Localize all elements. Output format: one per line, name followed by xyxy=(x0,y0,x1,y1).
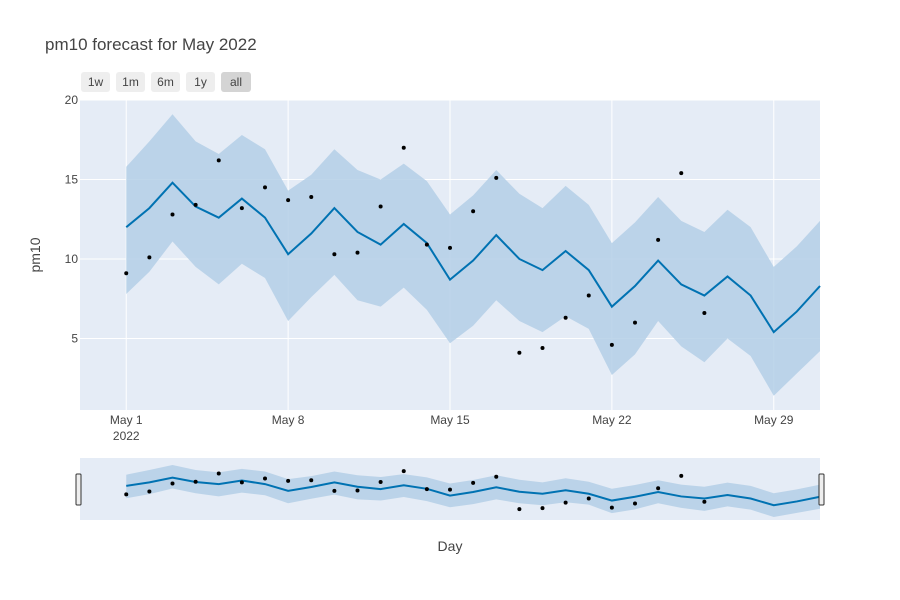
observed-point xyxy=(263,476,267,481)
x-tick-label: May 8 xyxy=(272,413,305,427)
observed-point xyxy=(286,198,291,203)
observed-point xyxy=(517,507,522,512)
x-axis-ticks: May 1 2022 May 8 May 15 May 22 May 29 xyxy=(110,413,794,443)
observed-point xyxy=(355,488,360,493)
x-tick-label: May 29 xyxy=(754,413,794,427)
observed-point xyxy=(193,479,198,484)
observed-point xyxy=(679,473,684,478)
observed-point xyxy=(494,175,499,180)
observed-point xyxy=(702,311,707,316)
slider-confidence-band xyxy=(126,465,820,517)
range-button-1y[interactable]: 1y xyxy=(186,72,215,92)
observed-point xyxy=(124,492,129,497)
range-button-label: 1m xyxy=(122,75,139,89)
observed-point xyxy=(170,481,175,486)
observed-point xyxy=(609,505,614,510)
range-button-all[interactable]: all xyxy=(221,72,251,92)
range-button-label: 1w xyxy=(88,75,104,89)
observed-point xyxy=(216,471,221,476)
range-slider-handles[interactable] xyxy=(75,458,825,520)
observed-point xyxy=(702,499,707,504)
y-tick-label: 10 xyxy=(65,252,79,266)
range-button-bg xyxy=(81,72,110,92)
x-tick-sublabel: 2022 xyxy=(113,429,140,443)
observed-point xyxy=(239,206,244,211)
range-button-bg xyxy=(116,72,145,92)
observed-point xyxy=(563,315,568,320)
observed-point xyxy=(216,158,221,163)
observed-point xyxy=(609,342,614,347)
observed-point xyxy=(679,171,684,176)
y-tick-label: 20 xyxy=(65,93,79,107)
observed-point xyxy=(540,346,545,350)
observed-point xyxy=(424,487,429,492)
observed-point xyxy=(332,488,337,493)
range-slider-series xyxy=(124,465,821,517)
observed-point xyxy=(540,506,545,511)
x-tick-label: May 22 xyxy=(592,413,632,427)
observed-point xyxy=(401,469,406,474)
range-slider-right-handle[interactable] xyxy=(818,458,825,520)
confidence-band xyxy=(126,114,820,396)
range-button-label: all xyxy=(230,75,242,89)
observed-point xyxy=(656,237,661,242)
observed-point xyxy=(586,496,591,501)
observed-point xyxy=(147,489,152,494)
y-axis-ticks: 5 10 15 20 xyxy=(65,93,79,345)
observed-point xyxy=(378,480,383,485)
chart-title: pm10 forecast for May 2022 xyxy=(45,35,257,54)
x-tick-label: May 1 xyxy=(110,413,143,427)
range-button-6m[interactable]: 6m xyxy=(151,72,180,92)
observed-point xyxy=(170,212,175,217)
observed-point xyxy=(656,486,661,491)
forecast-line xyxy=(125,181,821,334)
range-selector: 1w 1m 6m 1y all xyxy=(81,72,251,92)
range-button-1w[interactable]: 1w xyxy=(81,72,110,92)
y-tick-label: 15 xyxy=(65,172,79,186)
observed-point xyxy=(147,255,152,260)
observed-point xyxy=(494,474,499,479)
observed-point xyxy=(309,194,314,199)
observed-point xyxy=(332,252,337,257)
y-tick-label: 5 xyxy=(71,331,78,345)
observed-point xyxy=(286,478,291,483)
observed-point xyxy=(471,480,476,485)
observed-point xyxy=(586,293,591,298)
y-axis-title: pm10 xyxy=(27,237,43,272)
observed-point xyxy=(239,480,244,485)
main-series xyxy=(124,114,821,396)
observed-point xyxy=(263,185,267,190)
observed-point xyxy=(633,501,637,506)
observed-point xyxy=(355,250,360,255)
observed-point xyxy=(633,320,637,325)
observed-point xyxy=(309,478,314,483)
range-button-bg xyxy=(221,72,251,92)
x-axis-title: Day xyxy=(438,538,463,554)
range-slider-left-handle[interactable] xyxy=(75,458,82,520)
observed-point xyxy=(563,500,568,505)
observed-point xyxy=(471,209,476,214)
range-button-bg xyxy=(186,72,215,92)
observed-point xyxy=(401,145,406,150)
range-button-bg xyxy=(151,72,180,92)
observed-point xyxy=(193,202,198,207)
range-button-label: 1y xyxy=(194,75,207,89)
range-button-1m[interactable]: 1m xyxy=(116,72,145,92)
x-tick-label: May 15 xyxy=(430,413,470,427)
observed-point xyxy=(448,245,452,250)
range-button-label: 6m xyxy=(157,75,174,89)
observed-point xyxy=(517,350,522,355)
observed-point xyxy=(378,204,383,209)
observed-point xyxy=(124,271,129,276)
observed-point xyxy=(448,487,452,492)
observed-point xyxy=(424,242,429,247)
